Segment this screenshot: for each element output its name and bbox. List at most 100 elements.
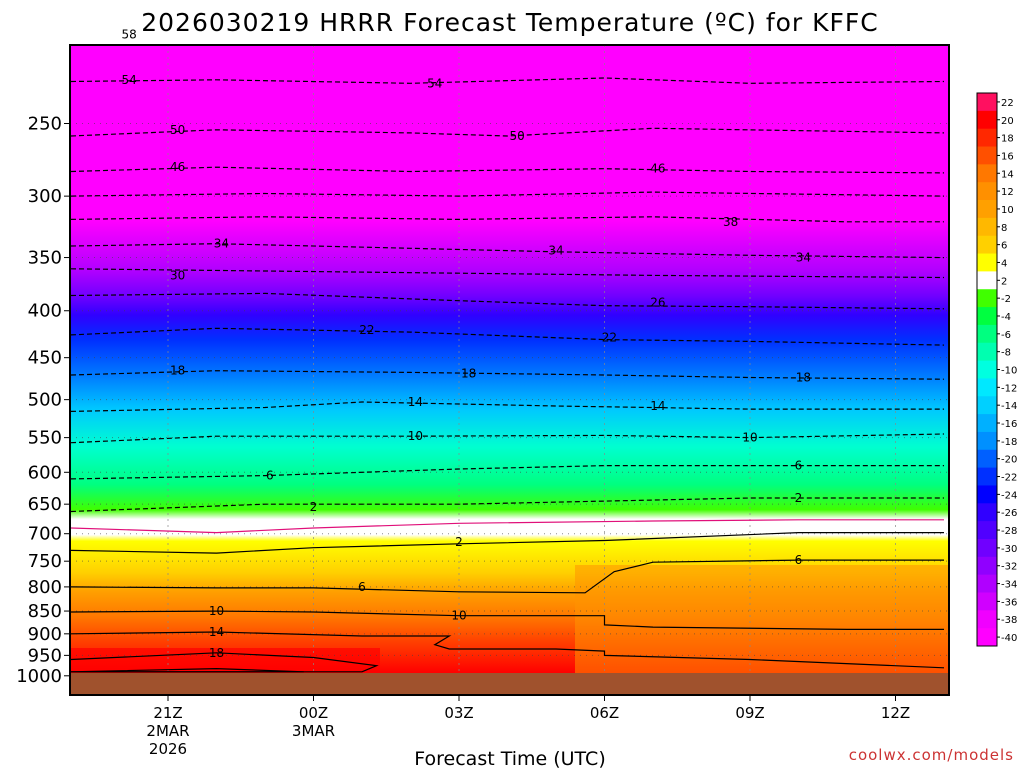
contour-label: 54 xyxy=(427,76,442,90)
colorbar: 22 20 18 16 14 12 10 8 6 4 2 -2 -4 -6 -8 -10 -12 -14 -16 -1… xyxy=(976,92,1017,647)
x-tick-year: 2026 xyxy=(149,740,187,758)
y-tick-label: 750 xyxy=(28,551,62,572)
colorbar-swatch xyxy=(977,449,997,469)
x-tick-date: 3MAR xyxy=(292,722,335,740)
contour-label: 46 xyxy=(650,162,665,176)
y-tick-label: 500 xyxy=(28,390,62,411)
contour-label: 2 xyxy=(455,535,463,549)
contour-label: 34 xyxy=(214,237,229,251)
colorbar-swatch xyxy=(977,271,997,290)
contour-line xyxy=(70,327,945,346)
contour-line xyxy=(70,465,944,480)
contour-line xyxy=(70,216,944,223)
x-tick-label: 03Z xyxy=(444,704,473,722)
contour-label: 14 xyxy=(650,399,665,413)
colorbar-swatch xyxy=(977,396,997,415)
x-tick-label: 09Z xyxy=(735,704,764,722)
contour-line xyxy=(70,77,945,84)
colorbar-swatch xyxy=(977,360,997,379)
plot-frame xyxy=(69,44,950,696)
chart-title: 2026030219 HRRR Forecast Temperature (ºC… xyxy=(141,8,879,37)
colorbar-swatch xyxy=(977,574,997,593)
contour-label: 22 xyxy=(359,323,374,337)
contour-line xyxy=(70,532,944,554)
colorbar-label: 12 xyxy=(1001,187,1014,198)
credit-link[interactable]: coolwx.com/models xyxy=(849,746,1014,764)
contour-label: 18 xyxy=(461,366,476,380)
colorbar-swatch xyxy=(977,128,997,148)
contour-line xyxy=(70,401,944,412)
y-tick-label: 1000 xyxy=(16,666,62,687)
colorbar-swatch xyxy=(977,538,997,558)
contour-line xyxy=(70,191,945,197)
colorbar-label: -12 xyxy=(1001,383,1017,394)
colorbar-swatch xyxy=(977,556,997,576)
colorbar-swatch xyxy=(977,93,997,112)
colorbar-label: -8 xyxy=(1001,348,1011,359)
x-axis-label: Forecast Time (UTC) xyxy=(414,748,605,768)
contour-line xyxy=(70,519,944,534)
warm-orange-lower-right xyxy=(575,565,949,673)
colorbar-swatch xyxy=(977,592,997,611)
colorbar-swatch xyxy=(977,610,997,629)
x-tick-label: 21Z xyxy=(153,704,182,722)
contour-label: 18 xyxy=(209,646,224,660)
colorbar-label: 2 xyxy=(1001,276,1007,287)
contour-label: 34 xyxy=(548,244,563,258)
contour-label: 2 xyxy=(310,500,318,514)
contour-line xyxy=(70,497,944,513)
colorbar-label: 20 xyxy=(1001,116,1014,127)
colorbar-label: -2 xyxy=(1001,294,1011,305)
contour-label: 2 xyxy=(795,491,803,505)
colorbar-swatch xyxy=(977,431,997,451)
y-tick-label: 700 xyxy=(28,524,62,545)
colorbar-label: -38 xyxy=(1001,615,1017,626)
colorbar-swatch xyxy=(977,414,997,433)
contour-label: 26 xyxy=(650,296,665,310)
colorbar-label: -28 xyxy=(1001,526,1017,537)
contour-line xyxy=(70,166,945,174)
contour-label: 6 xyxy=(266,469,274,483)
colorbar-label: -24 xyxy=(1001,490,1017,501)
grid xyxy=(70,45,949,673)
y-tick-label: 850 xyxy=(28,601,62,622)
contour-label: 10 xyxy=(209,604,224,618)
colorbar-label: 18 xyxy=(1001,134,1014,145)
colorbar-swatch xyxy=(977,200,997,219)
contour-label: 14 xyxy=(209,625,224,639)
y-tick-label: 950 xyxy=(28,645,62,666)
colorbar-swatch xyxy=(977,110,997,130)
contour-label: 54 xyxy=(122,73,137,87)
colorbar-swatch xyxy=(977,164,997,183)
colorbar-swatch xyxy=(977,289,997,308)
colorbar-label: 14 xyxy=(1001,169,1014,180)
contour-label: 22 xyxy=(602,331,617,345)
contour-label: 10 xyxy=(408,429,423,443)
y-tick-label: 800 xyxy=(28,577,62,598)
contour-label: 38 xyxy=(723,215,738,229)
colorbar-swatch xyxy=(977,253,997,272)
colorbar-swatch xyxy=(977,628,997,647)
contour-label: 14 xyxy=(408,395,423,409)
x-tick-label: 06Z xyxy=(590,704,619,722)
contour-label: 6 xyxy=(795,459,803,473)
colorbar-label: 8 xyxy=(1001,223,1007,234)
colorbar-label: -32 xyxy=(1001,562,1017,573)
colorbar-label: -6 xyxy=(1001,330,1011,341)
contour-line xyxy=(70,610,944,630)
colorbar-swatch xyxy=(977,217,997,237)
colorbar-label: 4 xyxy=(1001,258,1007,269)
colorbar-label: -36 xyxy=(1001,597,1017,608)
y-tick-label: 600 xyxy=(28,462,62,483)
colorbar-label: 6 xyxy=(1001,241,1007,252)
x-tick-label: 12Z xyxy=(881,704,910,722)
contour-label: 6 xyxy=(358,580,366,594)
y-tick-label: 900 xyxy=(28,624,62,645)
colorbar-swatch xyxy=(977,503,997,522)
contour-label: 10 xyxy=(451,609,466,623)
colorbar-label: -30 xyxy=(1001,544,1017,555)
colorbar-label: 16 xyxy=(1001,151,1014,162)
contour-line xyxy=(70,127,945,137)
